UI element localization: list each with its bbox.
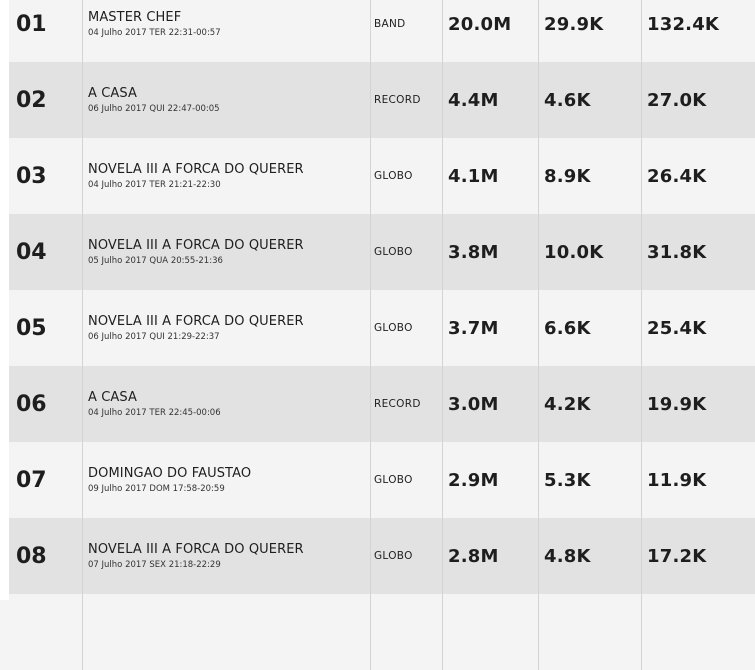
table-row: 01 MASTER CHEF 04 Julho 2017 TER 22:31-0…: [0, 0, 755, 62]
program-date: 06 Julho 2017 QUI 22:47-00:05: [88, 103, 220, 114]
network-name: GLOBO: [370, 290, 442, 366]
table-row: 03 NOVELA III A FORCA DO QUERER 04 Julho…: [0, 138, 755, 214]
network-name: GLOBO: [370, 442, 442, 518]
program-cell: A CASA 04 Julho 2017 TER 22:45-00:06: [82, 366, 370, 442]
metric-value-3: 132.4K: [641, 0, 755, 62]
metric-value-1: 3.8M: [442, 214, 538, 290]
network-name: BAND: [370, 0, 442, 62]
metric-value-2: 4.6K: [538, 62, 641, 138]
metric-value-1: 3.7M: [442, 290, 538, 366]
metric-value-2: 6.6K: [538, 290, 641, 366]
metric-value-1: 20.0M: [442, 0, 538, 62]
rank-number: 02: [16, 87, 47, 113]
rank-number: 06: [16, 391, 47, 417]
table-row: [0, 594, 755, 670]
rank-number: 04: [16, 239, 47, 265]
metric-value-2: 4.8K: [538, 518, 641, 594]
program-title: A CASA: [88, 389, 137, 405]
metric-value-3: 25.4K: [641, 290, 755, 366]
rank-number: 03: [16, 163, 47, 189]
metric-value-3: 11.9K: [641, 442, 755, 518]
program-cell: DOMINGAO DO FAUSTAO 09 Julho 2017 DOM 17…: [82, 442, 370, 518]
program-title: NOVELA III A FORCA DO QUERER: [88, 237, 304, 253]
metric-value-3: 31.8K: [641, 214, 755, 290]
table-row: 08 NOVELA III A FORCA DO QUERER 07 Julho…: [0, 518, 755, 594]
metric-value-1: 4.4M: [442, 62, 538, 138]
network-name: RECORD: [370, 62, 442, 138]
program-cell: A CASA 06 Julho 2017 QUI 22:47-00:05: [82, 62, 370, 138]
metric-value-2: 10.0K: [538, 214, 641, 290]
program-date: 05 Julho 2017 QUA 20:55-21:36: [88, 255, 223, 266]
table-row: 07 DOMINGAO DO FAUSTAO 09 Julho 2017 DOM…: [0, 442, 755, 518]
metric-value-3: 26.4K: [641, 138, 755, 214]
rank-number: 07: [16, 467, 47, 493]
metric-value-3: 17.2K: [641, 518, 755, 594]
table-row: 06 A CASA 04 Julho 2017 TER 22:45-00:06 …: [0, 366, 755, 442]
metric-value-2: 8.9K: [538, 138, 641, 214]
program-date: 09 Julho 2017 DOM 17:58-20:59: [88, 483, 225, 494]
program-title: NOVELA III A FORCA DO QUERER: [88, 161, 304, 177]
metric-value-1: 2.8M: [442, 518, 538, 594]
program-cell: NOVELA III A FORCA DO QUERER 05 Julho 20…: [82, 214, 370, 290]
metric-value-2: 29.9K: [538, 0, 641, 62]
program-title: NOVELA III A FORCA DO QUERER: [88, 313, 304, 329]
program-date: 07 Julho 2017 SEX 21:18-22:29: [88, 559, 221, 570]
table-row: 04 NOVELA III A FORCA DO QUERER 05 Julho…: [0, 214, 755, 290]
table-row: 05 NOVELA III A FORCA DO QUERER 06 Julho…: [0, 290, 755, 366]
network-name: GLOBO: [370, 214, 442, 290]
program-title: A CASA: [88, 85, 137, 101]
rank-number: 05: [16, 315, 47, 341]
program-cell: NOVELA III A FORCA DO QUERER 06 Julho 20…: [82, 290, 370, 366]
metric-value-2: 4.2K: [538, 366, 641, 442]
left-margin-strip: [0, 0, 9, 600]
program-title: MASTER CHEF: [88, 9, 182, 25]
metric-value-3: 19.9K: [641, 366, 755, 442]
program-date: 04 Julho 2017 TER 22:31-00:57: [88, 27, 221, 38]
network-name: RECORD: [370, 366, 442, 442]
metric-value-2: 5.3K: [538, 442, 641, 518]
program-cell: NOVELA III A FORCA DO QUERER 07 Julho 20…: [82, 518, 370, 594]
program-date: 04 Julho 2017 TER 21:21-22:30: [88, 179, 221, 190]
table-row: 02 A CASA 06 Julho 2017 QUI 22:47-00:05 …: [0, 62, 755, 138]
program-cell: NOVELA III A FORCA DO QUERER 04 Julho 20…: [82, 138, 370, 214]
rank-number: 08: [16, 543, 47, 569]
program-date: 04 Julho 2017 TER 22:45-00:06: [88, 407, 221, 418]
program-cell: MASTER CHEF 04 Julho 2017 TER 22:31-00:5…: [82, 0, 370, 62]
network-name: GLOBO: [370, 138, 442, 214]
program-title: NOVELA III A FORCA DO QUERER: [88, 541, 304, 557]
program-date: 06 Julho 2017 QUI 21:29-22:37: [88, 331, 220, 342]
metric-value-1: 3.0M: [442, 366, 538, 442]
metric-value-1: 2.9M: [442, 442, 538, 518]
network-name: GLOBO: [370, 518, 442, 594]
rank-number: 01: [16, 11, 47, 37]
metric-value-3: 27.0K: [641, 62, 755, 138]
program-title: DOMINGAO DO FAUSTAO: [88, 465, 252, 481]
metric-value-1: 4.1M: [442, 138, 538, 214]
